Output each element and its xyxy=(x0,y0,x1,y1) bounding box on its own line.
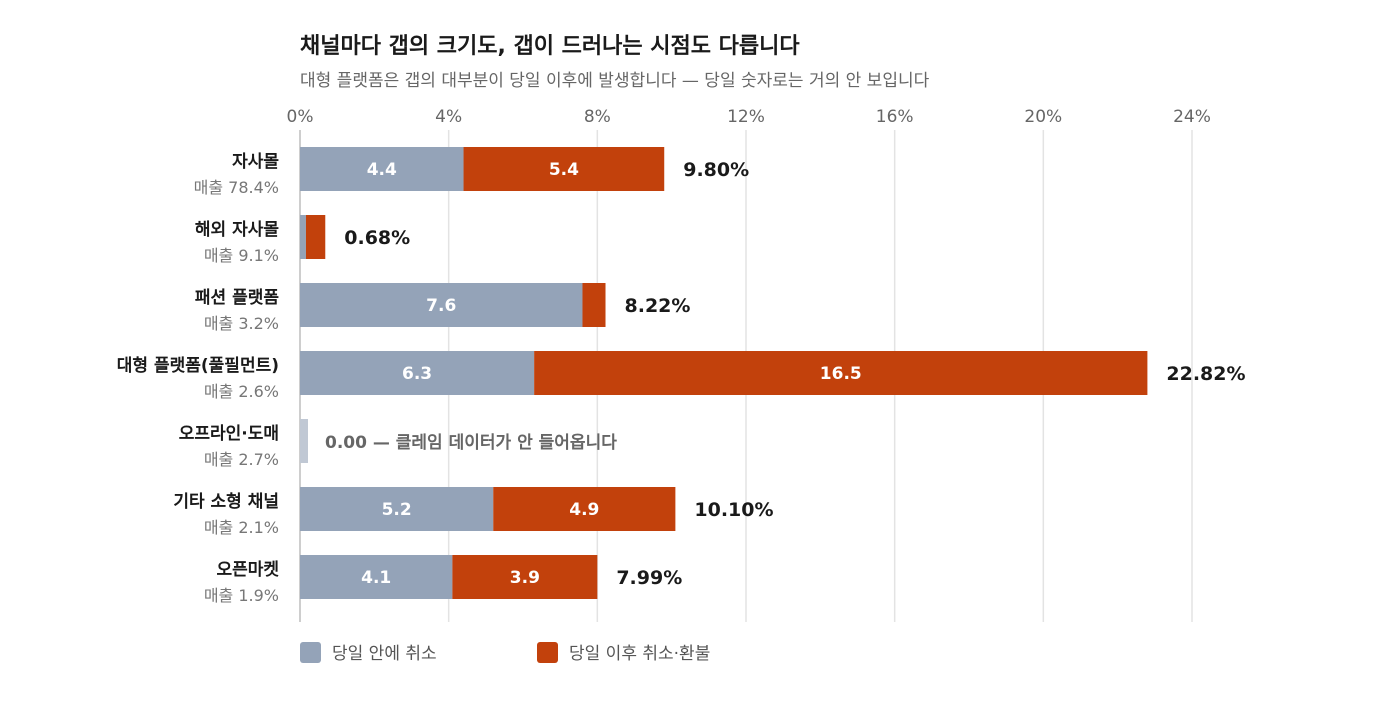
bar-segment xyxy=(300,487,494,531)
segment-label: 4.1 xyxy=(361,568,391,588)
segment-label: 6.3 xyxy=(402,364,432,384)
x-tick-label: 4% xyxy=(435,107,462,127)
legend-label: 당일 안에 취소 xyxy=(332,644,437,664)
total-label: 9.80% xyxy=(683,159,749,181)
bar-segment xyxy=(582,283,606,327)
segment-label: 4.4 xyxy=(367,160,397,180)
total-label: 8.22% xyxy=(625,295,691,317)
segment-label: 16.5 xyxy=(820,364,862,384)
x-tick-label: 0% xyxy=(287,107,314,127)
category-sub-label: 매출 2.7% xyxy=(204,450,279,469)
bar-placeholder xyxy=(300,419,308,463)
segment-label: 4.9 xyxy=(569,500,599,520)
legend-swatch xyxy=(300,642,321,663)
category-sub-label: 매출 2.1% xyxy=(204,518,279,537)
category-label: 대형 플랫폼(풀필먼트) xyxy=(117,355,279,376)
segment-label: 7.6 xyxy=(426,296,456,316)
bar-segment xyxy=(300,283,583,327)
category-sub-label: 매출 1.9% xyxy=(204,586,279,605)
bar-segment xyxy=(463,147,665,191)
total-label: 0.68% xyxy=(344,227,410,249)
segment-label: 5.4 xyxy=(549,160,579,180)
bar-segment xyxy=(300,215,306,259)
category-label: 오프라인·도매 xyxy=(179,424,279,444)
x-tick-label: 20% xyxy=(1024,107,1062,127)
legend-label: 당일 이후 취소·환불 xyxy=(569,644,710,664)
segment-label: 5.2 xyxy=(382,500,412,520)
total-label: 10.10% xyxy=(694,499,773,521)
bar-segment xyxy=(452,555,598,599)
x-tick-label: 16% xyxy=(876,107,914,127)
category-label: 기타 소형 채널 xyxy=(173,491,279,512)
total-label: 22.82% xyxy=(1166,363,1245,385)
chart-title: 채널마다 갭의 크기도, 갭이 드러나는 시점도 다릅니다 xyxy=(300,34,800,59)
total-label: 7.99% xyxy=(616,567,682,589)
x-tick-label: 8% xyxy=(584,107,611,127)
category-sub-label: 매출 78.4% xyxy=(194,178,279,197)
bar-segment xyxy=(300,147,464,191)
bar-segment xyxy=(300,351,535,395)
bar-segment xyxy=(305,215,326,259)
segment-label: 3.9 xyxy=(510,568,540,588)
bar-segment xyxy=(300,555,453,599)
category-sub-label: 매출 2.6% xyxy=(204,382,279,401)
legend-swatch xyxy=(537,642,558,663)
bar-segment xyxy=(493,487,676,531)
note-label: 0.00 — 클레임 데이터가 안 들어옵니다 xyxy=(325,432,617,453)
category-label: 패션 플랫폼 xyxy=(195,288,279,308)
category-sub-label: 매출 9.1% xyxy=(204,246,279,265)
category-label: 오픈마켓 xyxy=(216,560,279,580)
bar-segment xyxy=(534,351,1148,395)
category-label: 자사몰 xyxy=(232,152,279,172)
x-tick-label: 12% xyxy=(727,107,765,127)
category-sub-label: 매출 3.2% xyxy=(204,314,279,333)
x-tick-label: 24% xyxy=(1173,107,1211,127)
category-label: 해외 자사몰 xyxy=(195,220,279,240)
chart-subtitle: 대형 플랫폼은 갭의 대부분이 당일 이후에 발생합니다 — 당일 숫자로는 거… xyxy=(300,71,930,91)
